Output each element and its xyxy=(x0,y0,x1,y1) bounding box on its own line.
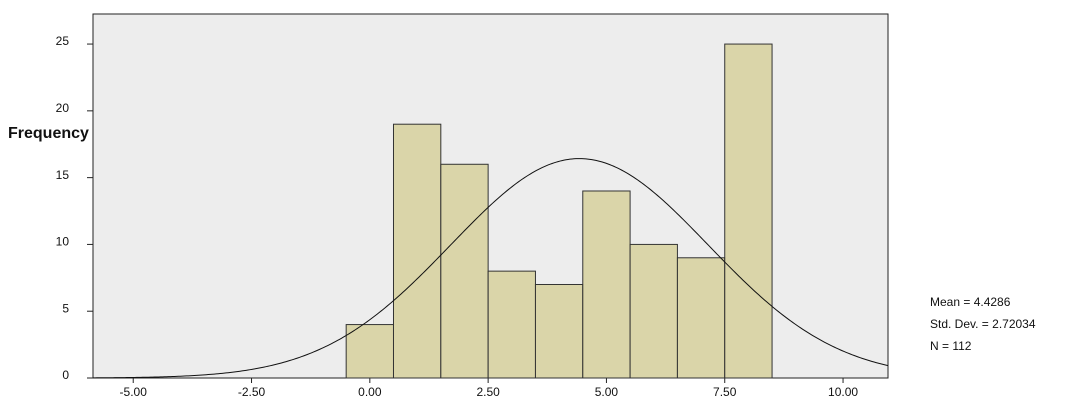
histogram-bar xyxy=(488,271,535,378)
x-tick-label: -5.00 xyxy=(120,385,148,399)
stats-label: N = 112 xyxy=(930,339,972,353)
x-tick-label: 0.00 xyxy=(358,385,382,399)
histogram-bar xyxy=(346,325,393,378)
histogram-bar xyxy=(725,44,772,378)
x-tick-label: 2.50 xyxy=(476,385,500,399)
chart: Frequency 0 5 10 15 20 25 -5.00 -2.50 0.00 2.50 5.… xyxy=(0,0,1076,405)
x-tick-label: -2.50 xyxy=(238,385,266,399)
stats-label: Std. Dev. = 2.72034 xyxy=(930,317,1036,331)
y-tick-label: 5 xyxy=(62,301,69,315)
histogram-bar xyxy=(677,258,724,378)
x-tick-label: 7.50 xyxy=(713,385,737,399)
y-tick-label: 25 xyxy=(56,34,70,48)
y-tick-label: 20 xyxy=(56,101,70,115)
y-tick-label: 10 xyxy=(56,235,70,249)
histogram-bar xyxy=(535,284,582,378)
stats-label: Mean = 4.4286 xyxy=(930,295,1011,309)
histogram-bar xyxy=(393,124,440,378)
histogram-bar xyxy=(630,244,677,378)
y-tick-label: 0 xyxy=(62,368,69,382)
y-axis-title: Frequency xyxy=(8,125,89,142)
histogram-bar xyxy=(441,164,488,378)
histogram-bar xyxy=(583,191,630,378)
y-tick-label: 15 xyxy=(56,168,70,182)
x-tick-label: 5.00 xyxy=(595,385,619,399)
x-tick-label: 10.00 xyxy=(828,385,858,399)
